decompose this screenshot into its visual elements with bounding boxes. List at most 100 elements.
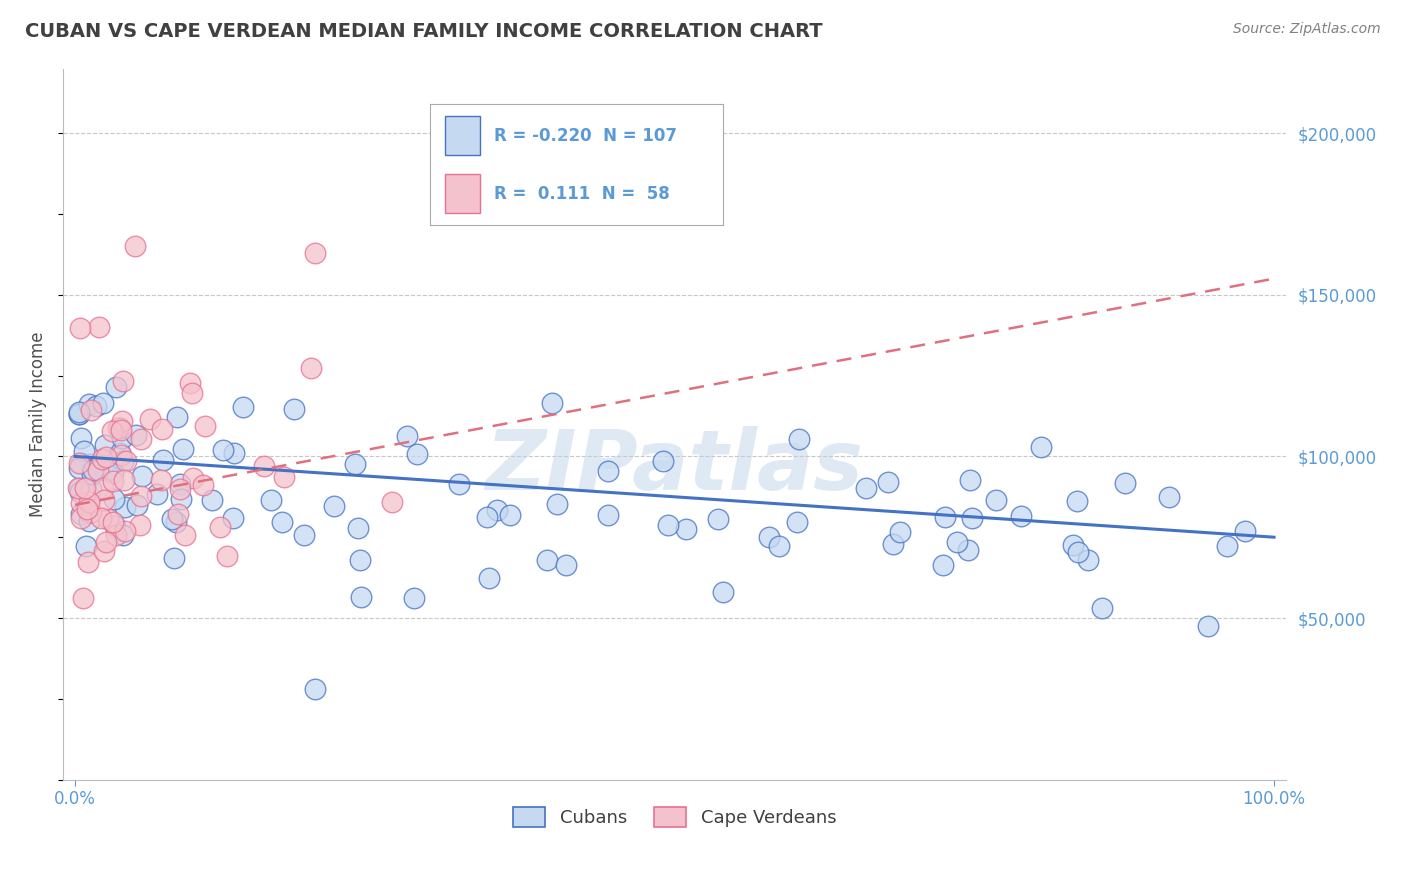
Point: [232, 400, 254, 414]
Point: [193, 478, 215, 492]
Point: [304, 245, 326, 260]
Point: [163, 551, 186, 566]
Point: [79, 458, 101, 472]
Point: [108, 446, 131, 460]
Point: [404, 591, 426, 605]
Point: [1157, 490, 1180, 504]
Point: [209, 520, 232, 534]
Point: [93, 458, 115, 473]
Point: [75, 539, 97, 553]
Point: [270, 516, 292, 530]
Point: [217, 549, 239, 563]
Point: [283, 402, 305, 417]
Point: [169, 483, 191, 497]
Point: [478, 571, 501, 585]
Point: [711, 584, 734, 599]
Point: [67, 407, 90, 421]
Point: [69, 496, 91, 510]
Point: [146, 487, 169, 501]
Point: [138, 412, 160, 426]
Point: [104, 527, 127, 541]
Point: [79, 397, 101, 411]
Point: [160, 511, 183, 525]
Point: [541, 396, 564, 410]
Point: [259, 493, 281, 508]
Point: [1091, 601, 1114, 615]
Point: [73, 444, 96, 458]
Point: [131, 489, 153, 503]
Point: [179, 376, 201, 390]
Point: [675, 523, 697, 537]
Point: [350, 590, 373, 604]
Point: [347, 521, 370, 535]
Point: [536, 553, 558, 567]
Point: [150, 473, 173, 487]
Point: [322, 500, 344, 514]
Point: [882, 537, 904, 551]
Point: [82, 463, 104, 477]
Point: [93, 396, 115, 410]
Point: [960, 511, 983, 525]
Point: [94, 450, 117, 464]
Point: [100, 424, 122, 438]
Point: [70, 431, 93, 445]
Point: [169, 477, 191, 491]
Point: [1010, 509, 1032, 524]
Point: [91, 481, 114, 495]
Point: [475, 510, 498, 524]
Point: [201, 492, 224, 507]
Point: [84, 458, 107, 473]
Point: [1234, 524, 1257, 539]
Text: ZIPatlas: ZIPatlas: [485, 426, 863, 508]
Point: [80, 483, 103, 497]
Point: [124, 239, 146, 253]
Point: [877, 475, 900, 490]
Point: [758, 530, 780, 544]
Point: [499, 508, 522, 522]
Point: [82, 467, 104, 481]
Point: [253, 459, 276, 474]
Point: [984, 493, 1007, 508]
Point: [110, 448, 132, 462]
Point: [111, 374, 134, 388]
Point: [1031, 440, 1053, 454]
Point: [93, 544, 115, 558]
Point: [77, 515, 100, 529]
Point: [546, 497, 568, 511]
Point: [555, 558, 578, 572]
Point: [76, 555, 98, 569]
Point: [76, 501, 98, 516]
Point: [87, 463, 110, 477]
Point: [180, 386, 202, 401]
Point: [166, 507, 188, 521]
Point: [889, 525, 911, 540]
Point: [101, 474, 124, 488]
Point: [110, 423, 132, 437]
Point: [67, 405, 90, 419]
Point: [169, 491, 191, 506]
Point: [931, 558, 953, 572]
Point: [956, 542, 979, 557]
Point: [304, 682, 326, 697]
Point: [596, 508, 619, 522]
Point: [79, 506, 101, 520]
Point: [89, 511, 111, 525]
Point: [104, 519, 127, 533]
Point: [181, 471, 204, 485]
Point: [707, 512, 730, 526]
Point: [114, 500, 136, 514]
Text: CUBAN VS CAPE VERDEAN MEDIAN FAMILY INCOME CORRELATION CHART: CUBAN VS CAPE VERDEAN MEDIAN FAMILY INCO…: [25, 22, 823, 41]
Point: [152, 453, 174, 467]
Point: [131, 469, 153, 483]
Point: [768, 539, 790, 553]
Point: [93, 492, 115, 507]
Point: [107, 421, 129, 435]
Point: [112, 528, 135, 542]
Point: [172, 442, 194, 457]
Point: [406, 447, 429, 461]
Point: [657, 518, 679, 533]
Point: [77, 494, 100, 508]
Point: [349, 553, 371, 567]
Point: [1077, 553, 1099, 567]
Point: [72, 591, 94, 605]
